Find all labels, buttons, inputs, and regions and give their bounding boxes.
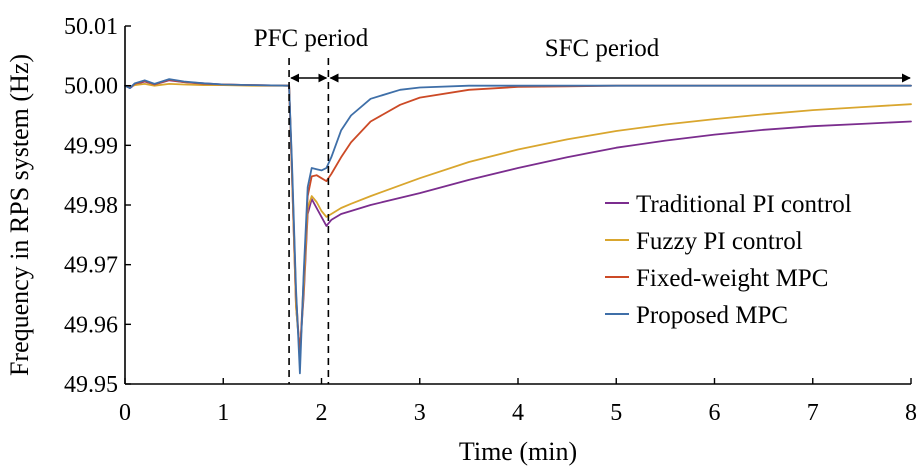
- pfc-period-label: PFC period: [254, 25, 369, 52]
- legend-label-0: Traditional PI control: [636, 191, 852, 218]
- legend-label-3: Proposed MPC: [636, 302, 788, 329]
- legend-label-1: Fuzzy PI control: [636, 228, 803, 255]
- y-tick-label-1: 49.96: [64, 312, 118, 338]
- y-tick-label-4: 49.99: [64, 133, 118, 159]
- period-divider-lines: [288, 58, 330, 384]
- x-tick-label-1: 1: [217, 400, 229, 426]
- y-tick-label-2: 49.97: [64, 253, 118, 279]
- x-tick-label-4: 4: [512, 400, 524, 426]
- x-tick-label-0: 0: [119, 400, 131, 426]
- x-tick-label-3: 3: [414, 400, 426, 426]
- x-axis-label: Time (min): [459, 437, 577, 466]
- period-annotations: PFC period SFC period: [254, 25, 911, 83]
- series-layer: [124, 78, 912, 375]
- series-line-2: [124, 78, 912, 359]
- x-tick-label-5: 5: [610, 400, 622, 426]
- y-tick-label-5: 50.00: [64, 74, 118, 100]
- x-tick-label-7: 7: [807, 400, 819, 426]
- series-line-1: [124, 83, 912, 356]
- y-tick-label-3: 49.98: [64, 193, 118, 219]
- legend: Traditional PI control Fuzzy PI control Fi…: [605, 191, 852, 329]
- legend-label-2: Fixed-weight MPC: [636, 265, 828, 292]
- x-tick-label-2: 2: [316, 400, 328, 426]
- y-tick-label-6: 50.01: [64, 14, 118, 40]
- tick-labels: 0 1 2 3 4 5 6 7 8 49.95 49.96 49.97 49.98 49.99 50.00 5…: [64, 14, 917, 426]
- series-line-3: [124, 78, 912, 375]
- y-tick-label-0: 49.95: [64, 372, 118, 398]
- sfc-period-label: SFC period: [545, 35, 660, 62]
- y-axis-label: Frequency in RPS system (Hz): [5, 54, 34, 376]
- x-tick-label-6: 6: [709, 400, 721, 426]
- x-tick-label-8: 8: [905, 400, 917, 426]
